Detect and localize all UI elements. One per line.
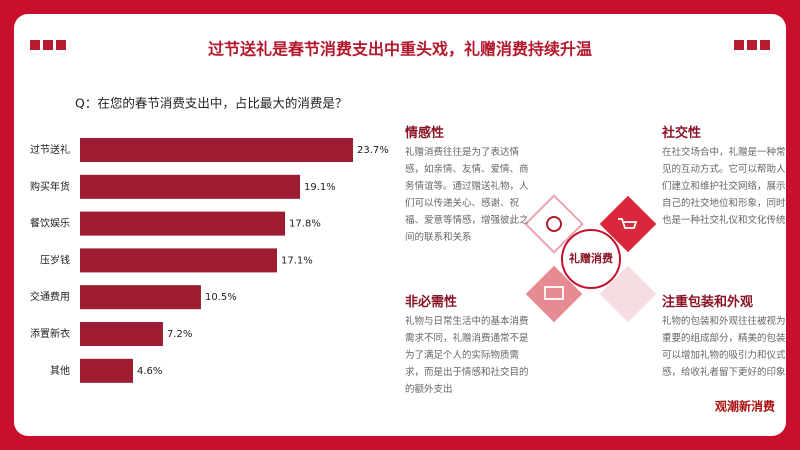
value-label: 7.2%: [167, 329, 192, 340]
value-label: 23.7%: [357, 145, 389, 156]
decor: [30, 40, 770, 50]
value-label: 10.5%: [205, 292, 237, 303]
category-label: 过节送礼: [30, 143, 70, 156]
chart-subtitle: Q：在您的春节消费支出中，占比最大的消费是？: [75, 96, 347, 111]
bar: [80, 211, 286, 236]
bar: [80, 322, 163, 346]
panel-text: 礼赠消费往往是为了表达情感，如亲情、友情、爱情、商务情谊等。通过赠送礼物，人们可…: [405, 147, 529, 243]
brand: 观潮新消费: [715, 399, 775, 414]
panel-title: 情感性: [405, 126, 445, 141]
bar: [80, 285, 201, 310]
panel-title: 社交性: [662, 126, 702, 141]
category-label: 添置新衣: [30, 327, 70, 340]
value-label: 17.1%: [281, 255, 313, 266]
bar: [80, 174, 301, 199]
bar: [80, 358, 133, 383]
panel-text: 礼物的包装和外观往往被视为重要的组成部分，精美的包装可以增加礼物的吸引力和仪式感…: [662, 316, 786, 378]
value-label: 19.1%: [304, 182, 336, 193]
value-label: 4.6%: [137, 366, 162, 377]
panel-title: 注重包装和外观: [662, 295, 754, 310]
center-label: 礼赠消费: [569, 251, 613, 265]
category-label: 其他: [50, 364, 70, 377]
panel-text: 礼物与日常生活中的基本消费需求不同，礼赠消费通常不是为了满足个人的实际物质需求，…: [405, 316, 529, 395]
bar: [80, 138, 354, 162]
panel-text: 在社交场合中，礼赠是一种常见的互动方式。它可以帮助人们建立和维护社交网络，展示自…: [662, 147, 786, 226]
category-label: 购买年货: [30, 180, 70, 193]
category-label: 压岁钱: [40, 253, 70, 266]
bar: [80, 248, 277, 273]
chart-title: 过节送礼是春节消费支出中重头戏，礼赠消费持续升温: [208, 40, 592, 59]
value-label: 17.8%: [289, 219, 321, 230]
category-label: 餐饮娱乐: [30, 217, 70, 230]
category-label: 交通费用: [30, 290, 70, 303]
panel-title: 非必需性: [405, 295, 458, 310]
